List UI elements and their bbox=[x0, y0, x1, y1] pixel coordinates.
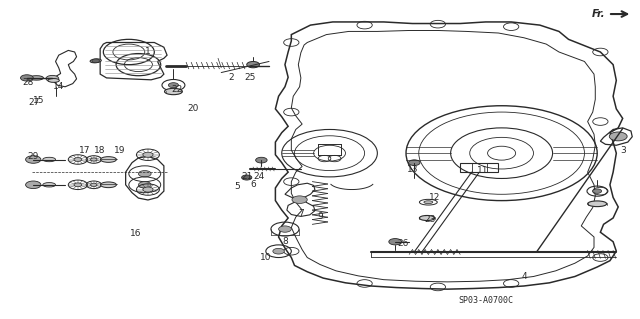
Text: 9: 9 bbox=[317, 212, 323, 221]
Text: 25: 25 bbox=[244, 73, 255, 82]
Circle shape bbox=[74, 183, 82, 187]
Text: 14: 14 bbox=[53, 82, 65, 91]
Circle shape bbox=[92, 59, 100, 63]
Text: Fr.: Fr. bbox=[592, 9, 605, 19]
Circle shape bbox=[143, 187, 153, 192]
Text: 13: 13 bbox=[406, 165, 418, 174]
Circle shape bbox=[138, 171, 151, 177]
Text: 23: 23 bbox=[424, 215, 436, 224]
Circle shape bbox=[408, 160, 420, 166]
Text: 10: 10 bbox=[260, 253, 271, 262]
Text: 28: 28 bbox=[22, 78, 34, 86]
Ellipse shape bbox=[164, 88, 182, 95]
Circle shape bbox=[246, 62, 259, 68]
Ellipse shape bbox=[419, 215, 435, 220]
Circle shape bbox=[143, 152, 153, 157]
Text: 22: 22 bbox=[171, 85, 182, 94]
Text: 11: 11 bbox=[477, 166, 488, 175]
Circle shape bbox=[46, 75, 59, 82]
Text: 17: 17 bbox=[79, 145, 90, 154]
Text: 2: 2 bbox=[228, 73, 234, 82]
Text: 27: 27 bbox=[29, 98, 40, 107]
Circle shape bbox=[593, 189, 602, 193]
Text: 15: 15 bbox=[33, 97, 44, 106]
Ellipse shape bbox=[29, 76, 44, 80]
Circle shape bbox=[138, 182, 151, 188]
Text: 21: 21 bbox=[241, 172, 252, 182]
Ellipse shape bbox=[100, 182, 116, 188]
Circle shape bbox=[242, 175, 252, 180]
Text: 4: 4 bbox=[521, 272, 527, 281]
Ellipse shape bbox=[43, 182, 56, 187]
Text: 5: 5 bbox=[234, 182, 240, 191]
Text: 3: 3 bbox=[620, 145, 625, 154]
Text: 18: 18 bbox=[95, 145, 106, 154]
Ellipse shape bbox=[43, 157, 56, 162]
Circle shape bbox=[91, 158, 97, 161]
Text: 16: 16 bbox=[129, 229, 141, 238]
Ellipse shape bbox=[90, 59, 101, 63]
Circle shape bbox=[389, 239, 401, 245]
Text: 24: 24 bbox=[254, 172, 265, 182]
Ellipse shape bbox=[48, 78, 60, 82]
Circle shape bbox=[609, 132, 627, 141]
Circle shape bbox=[292, 196, 307, 204]
Text: 20: 20 bbox=[187, 104, 198, 113]
Circle shape bbox=[255, 157, 267, 163]
Text: 7: 7 bbox=[298, 209, 304, 218]
Circle shape bbox=[273, 249, 284, 254]
Text: 19: 19 bbox=[113, 145, 125, 154]
Text: 12: 12 bbox=[429, 193, 440, 202]
Circle shape bbox=[168, 83, 179, 88]
Circle shape bbox=[26, 156, 41, 163]
Ellipse shape bbox=[100, 157, 116, 162]
Text: 1: 1 bbox=[145, 48, 151, 56]
Text: 29: 29 bbox=[28, 152, 39, 161]
Ellipse shape bbox=[424, 201, 433, 204]
Text: 6: 6 bbox=[250, 180, 256, 189]
Circle shape bbox=[91, 183, 97, 186]
Ellipse shape bbox=[588, 201, 607, 207]
Text: 8: 8 bbox=[282, 237, 288, 246]
Circle shape bbox=[20, 75, 33, 81]
Text: SP03-A0700C: SP03-A0700C bbox=[458, 296, 513, 305]
Text: 26: 26 bbox=[397, 239, 408, 248]
Circle shape bbox=[26, 181, 41, 189]
Circle shape bbox=[278, 226, 291, 232]
Circle shape bbox=[74, 158, 82, 161]
